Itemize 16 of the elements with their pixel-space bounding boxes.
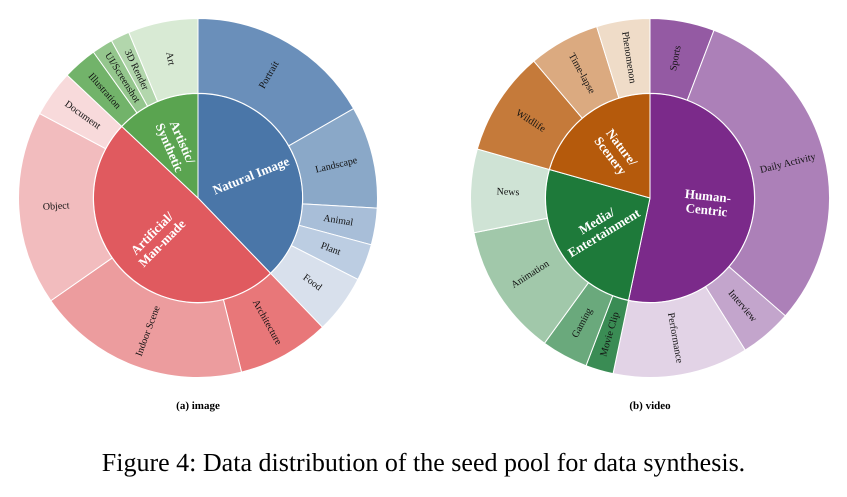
slice-label: News <box>496 186 520 198</box>
caption: Figure 4: Data distribution of the seed pool for data synthesis. <box>100 448 746 478</box>
slice-label: Phenomenon <box>619 30 638 84</box>
slice-label: Indoor Scene <box>134 304 163 358</box>
slice-label: Movie Clip <box>598 310 622 358</box>
text: (a) image <box>175 400 221 412</box>
slice-label: Landscape <box>314 154 359 176</box>
slice-label: Sports <box>668 44 684 72</box>
slice-label: Object <box>42 200 70 213</box>
slice-label: Human- Centric <box>684 186 732 220</box>
slice-label: Art <box>163 51 177 67</box>
slice-label: Performance <box>664 312 685 365</box>
slice-label: Animal <box>322 212 354 229</box>
slice-label: Daily Activity <box>758 151 817 176</box>
slice-label: Plant <box>319 240 342 258</box>
text: (b) video <box>628 400 672 412</box>
